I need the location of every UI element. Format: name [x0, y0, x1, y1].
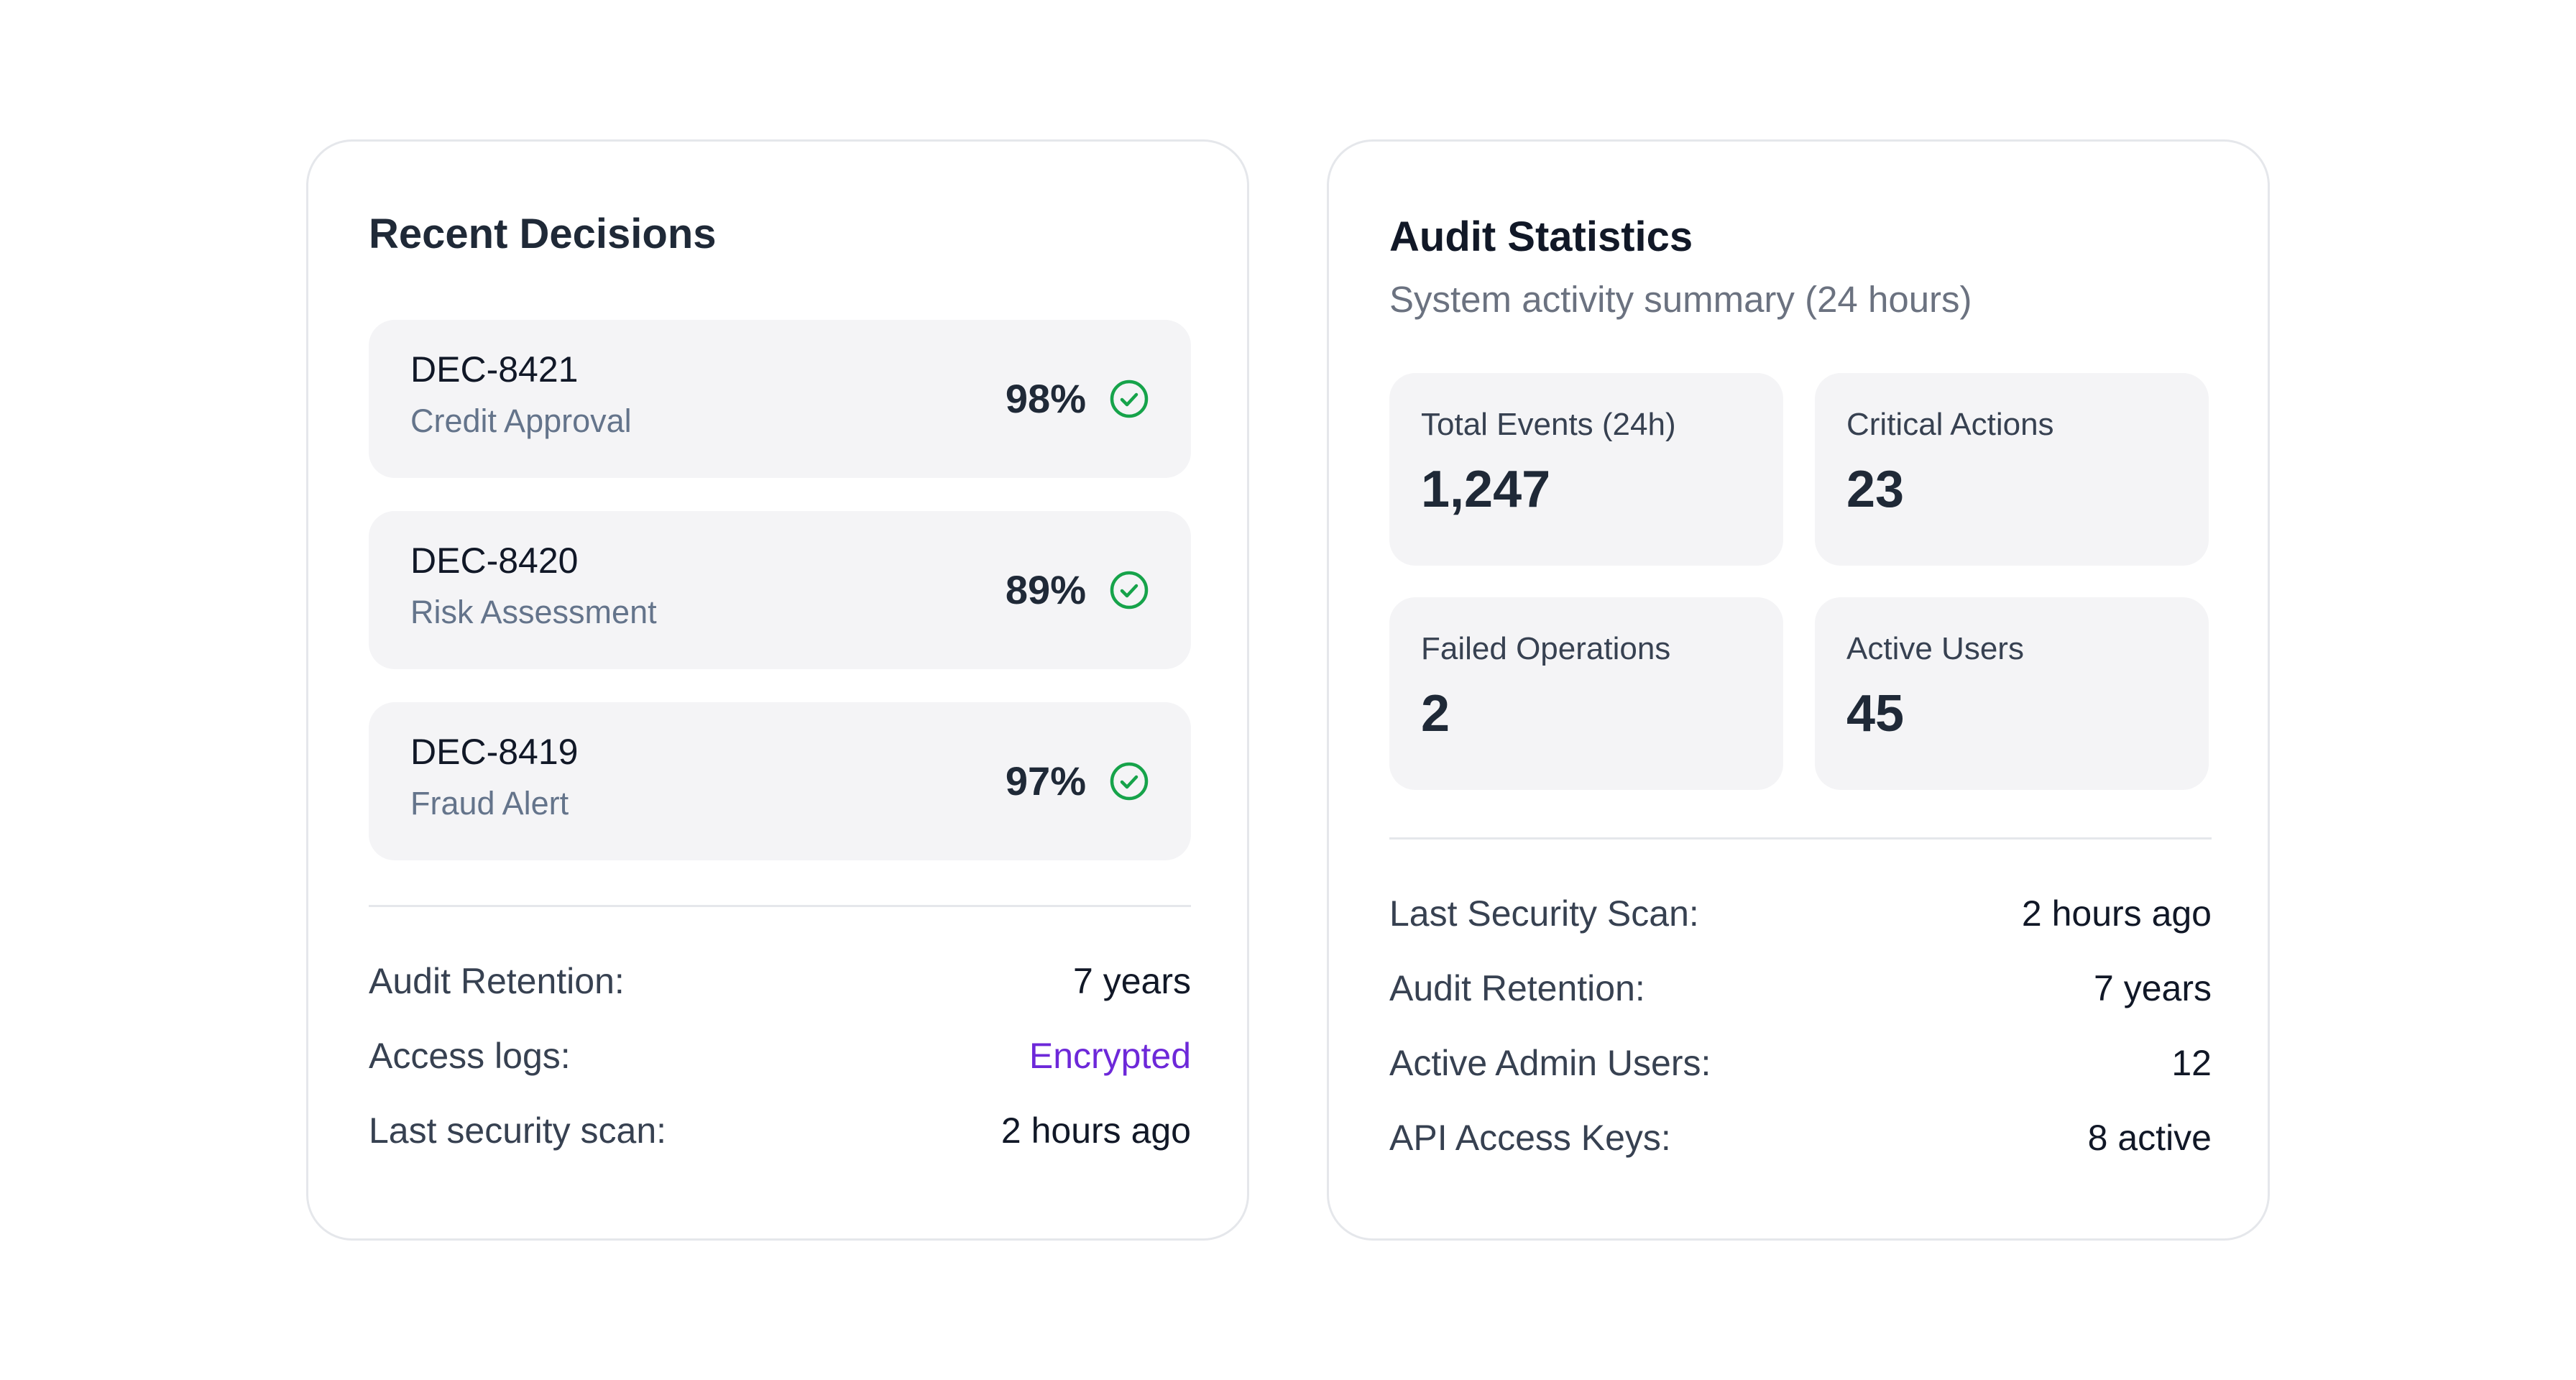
detail-row-access-logs: Access logs: Encrypted	[369, 1034, 1191, 1077]
stat-value: 2	[1421, 685, 1450, 742]
stat-failed-operations: Failed Operations 2	[1389, 597, 1783, 790]
detail-value: 8 active	[2087, 1118, 2212, 1158]
detail-value: 7 years	[1073, 961, 1191, 1001]
decision-type: Risk Assessment	[410, 594, 657, 630]
check-circle-icon	[1110, 762, 1149, 801]
divider	[369, 905, 1191, 907]
stat-label: Total Events (24h)	[1421, 407, 1676, 442]
detail-label: Access logs:	[369, 1036, 571, 1076]
check-circle-icon	[1110, 380, 1149, 418]
detail-label: Last Security Scan:	[1389, 893, 1699, 934]
stat-value: 1,247	[1421, 461, 1551, 518]
decision-type: Credit Approval	[410, 402, 632, 439]
decision-id: DEC-8420	[410, 540, 579, 581]
stat-total-events: Total Events (24h) 1,247	[1389, 373, 1783, 566]
card-title: Audit Statistics	[1389, 213, 1693, 260]
decision-row[interactable]: DEC-8420 Risk Assessment 89%	[369, 511, 1191, 669]
stat-value: 45	[1846, 685, 1905, 742]
check-circle-icon	[1110, 571, 1149, 610]
divider	[1389, 837, 2212, 840]
detail-label: API Access Keys:	[1389, 1118, 1671, 1158]
detail-value: 12	[2171, 1043, 2212, 1083]
detail-row-last-security-scan: Last Security Scan: 2 hours ago	[1389, 892, 2212, 935]
detail-row-last-security-scan: Last security scan: 2 hours ago	[369, 1109, 1191, 1152]
detail-label: Last security scan:	[369, 1110, 667, 1151]
decision-id: DEC-8421	[410, 349, 579, 390]
detail-value: 2 hours ago	[1000, 1110, 1191, 1151]
decision-confidence: 98%	[1005, 376, 1086, 421]
detail-row-audit-retention: Audit Retention: 7 years	[369, 960, 1191, 1003]
detail-value: 7 years	[2094, 968, 2212, 1008]
detail-label: Active Admin Users:	[1389, 1043, 1711, 1083]
stat-label: Failed Operations	[1421, 631, 1671, 666]
detail-row-active-admin-users: Active Admin Users: 12	[1389, 1041, 2212, 1085]
detail-value: Encrypted	[1029, 1036, 1191, 1076]
detail-row-audit-retention: Audit Retention: 7 years	[1389, 967, 2212, 1010]
detail-value: 2 hours ago	[2021, 893, 2212, 934]
stat-active-users: Active Users 45	[1815, 597, 2209, 790]
card-subtitle: System activity summary (24 hours)	[1389, 279, 1972, 320]
detail-label: Audit Retention:	[369, 961, 625, 1001]
stat-critical-actions: Critical Actions 23	[1815, 373, 2209, 566]
stat-label: Active Users	[1846, 631, 2024, 666]
decision-row[interactable]: DEC-8421 Credit Approval 98%	[369, 320, 1191, 478]
decision-type: Fraud Alert	[410, 785, 569, 822]
stat-value: 23	[1846, 461, 1905, 518]
audit-statistics-card: Audit Statistics System activity summary…	[1327, 139, 2270, 1241]
detail-row-api-access-keys: API Access Keys: 8 active	[1389, 1116, 2212, 1159]
detail-label: Audit Retention:	[1389, 968, 1645, 1008]
recent-decisions-card: Recent Decisions DEC-8421 Credit Approva…	[306, 139, 1249, 1241]
decision-confidence: 89%	[1005, 567, 1086, 612]
decision-row[interactable]: DEC-8419 Fraud Alert 97%	[369, 702, 1191, 860]
card-title: Recent Decisions	[369, 211, 717, 257]
decision-id: DEC-8419	[410, 732, 579, 772]
decision-confidence: 97%	[1005, 758, 1086, 804]
stat-label: Critical Actions	[1846, 407, 2054, 442]
